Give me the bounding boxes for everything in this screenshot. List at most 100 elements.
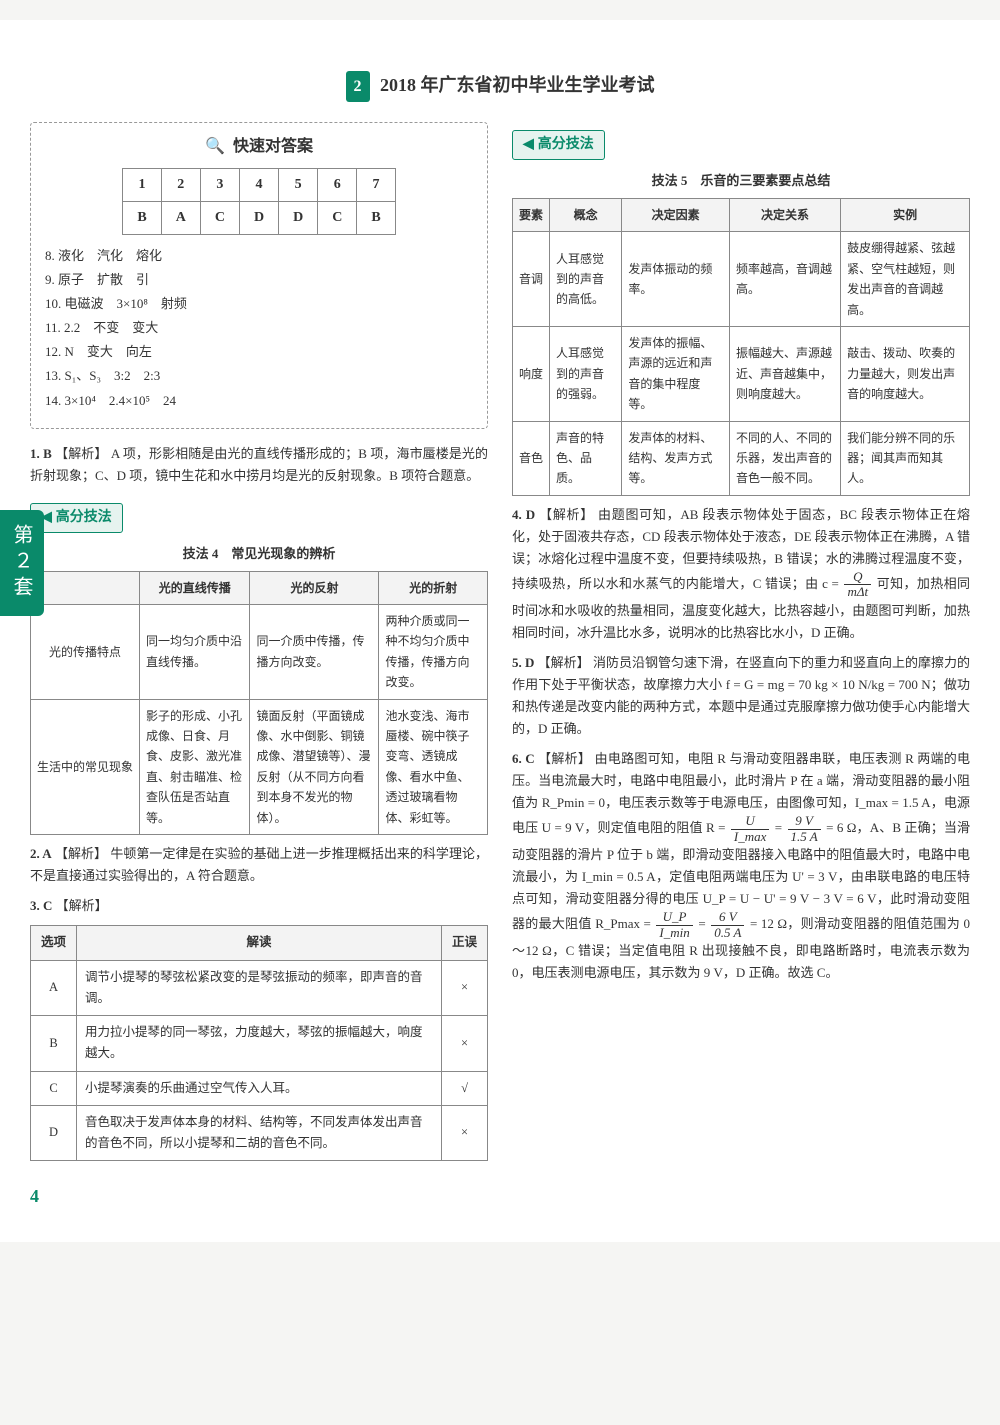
question-6: 6. C 【解析】 由电路图可知，电阻 R 与滑动变阻器串联，电压表测 R 两端…	[512, 748, 970, 984]
page-header: 2 2018 年广东省初中毕业生学业考试	[30, 70, 970, 102]
table-row: 要素 概念 决定因素 决定关系 实例	[513, 199, 970, 232]
arrow-icon: ◀	[523, 137, 534, 152]
rowh: 生活中的常见现象	[31, 699, 140, 834]
td: 调节小提琴的琴弦松紧改变的是琴弦振动的频率，即声音的音调。	[77, 960, 442, 1016]
frac-d: 1.5 A	[788, 830, 821, 844]
opt: C	[31, 1071, 77, 1105]
th: 正误	[442, 926, 488, 960]
opt: D	[31, 1105, 77, 1161]
td: 影子的形成、小孔成像、日食、月食、皮影、激光准直、射击瞄准、检查队伍是否站直等。	[140, 699, 250, 834]
q-tag: 【解析】	[539, 507, 594, 522]
table-row: B 用力拉小提琴的同一琴弦，力度越大，琴弦的振幅越大，响度越大。 ×	[31, 1016, 488, 1072]
td: 发声体的振幅、声源的远近和声音的集中程度等。	[622, 327, 730, 422]
verdict: ×	[442, 1016, 488, 1072]
header-badge: 2	[346, 71, 370, 102]
verdict: ×	[442, 1105, 488, 1161]
fraction: 9 V 1.5 A	[788, 814, 821, 844]
ans-num: 4	[239, 169, 278, 202]
method5-table: 要素 概念 决定因素 决定关系 实例 音调 人耳感觉到的声音的高低。 发声体振动…	[512, 198, 970, 496]
td: 发声体振动的频率。	[622, 232, 730, 327]
frac-n: Q	[844, 570, 871, 585]
ans-key: C	[200, 202, 239, 235]
ans-key: D	[279, 202, 318, 235]
q-tag: 【解析】	[56, 898, 108, 913]
q-num: 4. D	[512, 507, 535, 522]
td: 响度	[513, 327, 550, 422]
q-text: =	[775, 820, 786, 835]
answer-line: 9. 原子 扩散 引	[45, 269, 473, 291]
q-text: =	[698, 916, 709, 931]
answer-line: 8. 液化 汽化 熔化	[45, 245, 473, 267]
quick-answer-title: 🔍 快速对答案	[45, 133, 473, 160]
method4-title: 技法 4 常见光现象的辨析	[30, 543, 488, 565]
answer-line: 11. 2.2 不变 变大	[45, 317, 473, 339]
verdict: ×	[442, 960, 488, 1016]
th: 要素	[513, 199, 550, 232]
frac-d: mΔt	[844, 585, 871, 599]
fraction: 6 V 0.5 A	[711, 910, 744, 940]
page-number: 4	[30, 1181, 488, 1212]
ans-key: D	[239, 202, 278, 235]
table-row: A 调节小提琴的琴弦松紧改变的是琴弦振动的频率，即声音的音调。 ×	[31, 960, 488, 1016]
td: 频率越高，音调越高。	[729, 232, 840, 327]
q-tag: 【解析】	[538, 655, 590, 670]
ans-num: 5	[279, 169, 318, 202]
opt: A	[31, 960, 77, 1016]
search-icon: 🔍	[205, 138, 225, 155]
table-row: 光的直线传播 光的反射 光的折射	[31, 571, 488, 604]
question-5: 5. D 【解析】 消防员沿钢管匀速下滑，在竖直向下的重力和竖直向上的摩擦力的作…	[512, 652, 970, 740]
td: 音调	[513, 232, 550, 327]
td: 音色	[513, 421, 550, 495]
method5-title: 技法 5 乐音的三要素要点总结	[512, 170, 970, 192]
td: 振幅越大、声源越近、声音越集中，则响度越大。	[729, 327, 840, 422]
answer-line: 12. N 变大 向左	[45, 341, 473, 363]
q-num: 6. C	[512, 751, 535, 766]
quick-answer-label: 快速对答案	[233, 138, 313, 155]
q-num: 2. A	[30, 846, 52, 861]
verdict: √	[442, 1071, 488, 1105]
td: 敲击、拨动、吹奏的力量越大，则发出声音的响度越大。	[841, 327, 970, 422]
answer-line: 14. 3×10⁴ 2.4×10⁵ 24	[45, 390, 473, 412]
q-tag: 【解析】	[55, 446, 107, 461]
two-column-layout: 🔍 快速对答案 1 2 3 4 5 6 7 B A	[30, 122, 970, 1212]
td: 同一均匀介质中沿直线传播。	[140, 605, 250, 700]
th: 实例	[841, 199, 970, 232]
fraction: Q mΔt	[844, 570, 871, 600]
q-num: 3. C	[30, 898, 52, 913]
td: 不同的人、不同的乐器，发出声音的音色一般不同。	[729, 421, 840, 495]
frac-n: 6 V	[711, 910, 744, 925]
td: 我们能分辨不同的乐器；闻其声而知其人。	[841, 421, 970, 495]
frac-n: 9 V	[788, 814, 821, 829]
td: 鼓皮绷得越紧、弦越紧、空气柱越短，则发出声音的音调越高。	[841, 232, 970, 327]
table-row: 音调 人耳感觉到的声音的高低。 发声体振动的频率。 频率越高，音调越高。 鼓皮绷…	[513, 232, 970, 327]
rowh: 光的传播特点	[31, 605, 140, 700]
right-column: ◀高分技法 技法 5 乐音的三要素要点总结 要素 概念 决定因素 决定关系 实例…	[512, 122, 970, 1212]
page: 第２套 2 2018 年广东省初中毕业生学业考试 🔍 快速对答案 1 2 3 4…	[0, 20, 1000, 1242]
ans-key: A	[161, 202, 200, 235]
table-row: 生活中的常见现象 影子的形成、小孔成像、日食、月食、皮影、激光准直、射击瞄准、检…	[31, 699, 488, 834]
set-label: 第２套	[0, 510, 44, 616]
answer-table: 1 2 3 4 5 6 7 B A C D D C	[122, 168, 395, 235]
td: 声音的特色、品质。	[550, 421, 622, 495]
table-row: B A C D D C B	[123, 202, 395, 235]
question-3: 3. C 【解析】	[30, 895, 488, 917]
left-column: 🔍 快速对答案 1 2 3 4 5 6 7 B A	[30, 122, 488, 1212]
th: 决定关系	[729, 199, 840, 232]
q-tag: 【解析】	[538, 751, 591, 766]
table-row: C 小提琴演奏的乐曲通过空气传入人耳。 √	[31, 1071, 488, 1105]
question-1: 1. B 【解析】 A 项，形影相随是由光的直线传播形成的；B 项，海市蜃楼是光…	[30, 443, 488, 487]
fraction: U I_max	[731, 814, 770, 844]
table-row: D 音色取决于发声体本身的材料、结构等，不同发声体发出声音的音色不同，所以小提琴…	[31, 1105, 488, 1161]
td: 小提琴演奏的乐曲通过空气传入人耳。	[77, 1071, 442, 1105]
th: 选项	[31, 926, 77, 960]
fraction: U_P I_min	[656, 910, 692, 940]
td: 音色取决于发声体本身的材料、结构等，不同发声体发出声音的音色不同，所以小提琴和二…	[77, 1105, 442, 1161]
td: 池水变浅、海市蜃楼、碗中筷子变弯、透镜成像、看水中鱼、透过玻璃看物体、彩虹等。	[379, 699, 488, 834]
table-row: 1 2 3 4 5 6 7	[123, 169, 395, 202]
q3-table: 选项 解读 正误 A 调节小提琴的琴弦松紧改变的是琴弦振动的频率，即声音的音调。…	[30, 925, 488, 1161]
th: 光的折射	[379, 571, 488, 604]
td: 发声体的材料、结构、发声方式等。	[622, 421, 730, 495]
q-tag: 【解析】	[55, 846, 107, 861]
opt: B	[31, 1016, 77, 1072]
question-2: 2. A 【解析】 牛顿第一定律是在实验的基础上进一步推理概括出来的科学理论，不…	[30, 843, 488, 887]
